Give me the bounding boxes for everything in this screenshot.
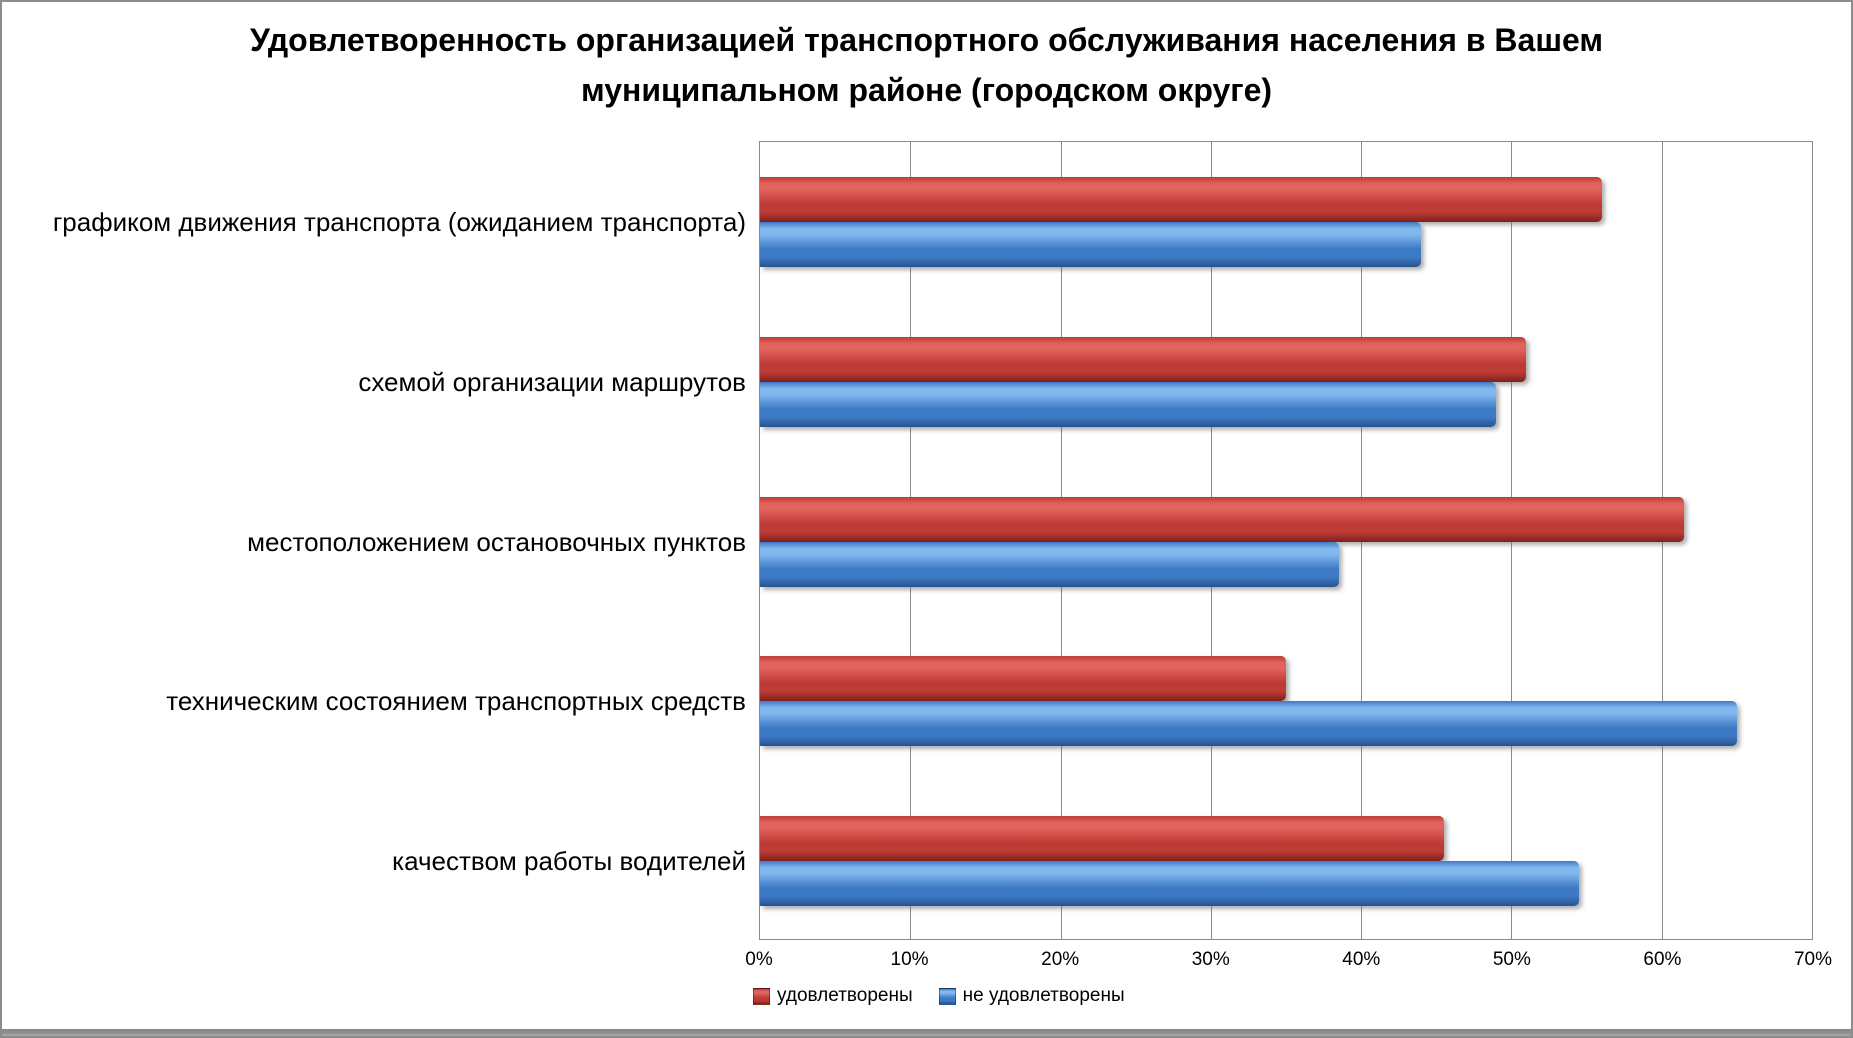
bar-row: качеством работы водителей <box>392 781 1812 941</box>
category-label: местоположением остановочных пунктов <box>247 526 746 557</box>
x-tick-label: 20% <box>1041 949 1080 970</box>
legend-item: не удовлетворены <box>938 985 1125 1007</box>
x-tick-label: 30% <box>1191 949 1230 970</box>
bar-satisfied <box>760 177 1602 222</box>
bar-pair <box>760 302 1812 427</box>
category-label: графиком движения транспорта (ожиданием … <box>52 207 746 237</box>
bar-not-satisfied <box>760 701 1737 747</box>
bar-satisfied <box>760 816 1444 862</box>
bar-row: схемой организации маршрутов <box>358 302 1812 462</box>
bar-not-satisfied <box>760 222 1422 267</box>
bar-satisfied <box>760 496 1685 542</box>
category-label: техническим состоянием транспортных сред… <box>166 686 746 717</box>
bar-pair <box>760 621 1812 747</box>
x-tick-label: 60% <box>1643 949 1682 970</box>
legend-item: удовлетворены <box>753 985 913 1007</box>
bar-satisfied <box>760 656 1286 702</box>
x-tick-label: 70% <box>1793 949 1833 970</box>
chart-title: Удовлетворенность организацией транспорт… <box>249 22 1604 108</box>
legend-label: удовлетворены <box>777 985 913 1006</box>
bar-satisfied <box>760 336 1527 382</box>
x-tick-label: 40% <box>1342 949 1381 970</box>
bar-not-satisfied <box>760 541 1339 587</box>
x-tick-label: 10% <box>890 949 929 970</box>
bar-row: местоположением остановочных пунктов <box>247 462 1812 622</box>
plot-area: графиком движения транспорта (ожиданием … <box>53 141 1813 941</box>
window-edge-strip <box>2 1029 1851 1036</box>
legend-marker-icon <box>753 987 770 1005</box>
x-tick-label: 0% <box>745 949 773 970</box>
bar-row: графиком движения транспорта (ожиданием … <box>53 142 1812 302</box>
bar-row: техническим состоянием транспортных сред… <box>166 621 1812 781</box>
legend: удовлетворены не удовлетворены <box>753 985 1125 1007</box>
bar-pair <box>760 781 1812 907</box>
category-label: качеством работы водителей <box>392 846 746 877</box>
legend-marker-icon <box>938 987 956 1005</box>
bar-pair <box>760 142 1812 267</box>
category-label: схемой организации маршрутов <box>358 366 746 397</box>
bar-not-satisfied <box>760 381 1497 427</box>
bar-pair <box>760 462 1812 587</box>
x-tick-label: 50% <box>1492 949 1531 970</box>
legend-label: не удовлетворены <box>962 985 1125 1006</box>
bar-not-satisfied <box>760 861 1580 907</box>
